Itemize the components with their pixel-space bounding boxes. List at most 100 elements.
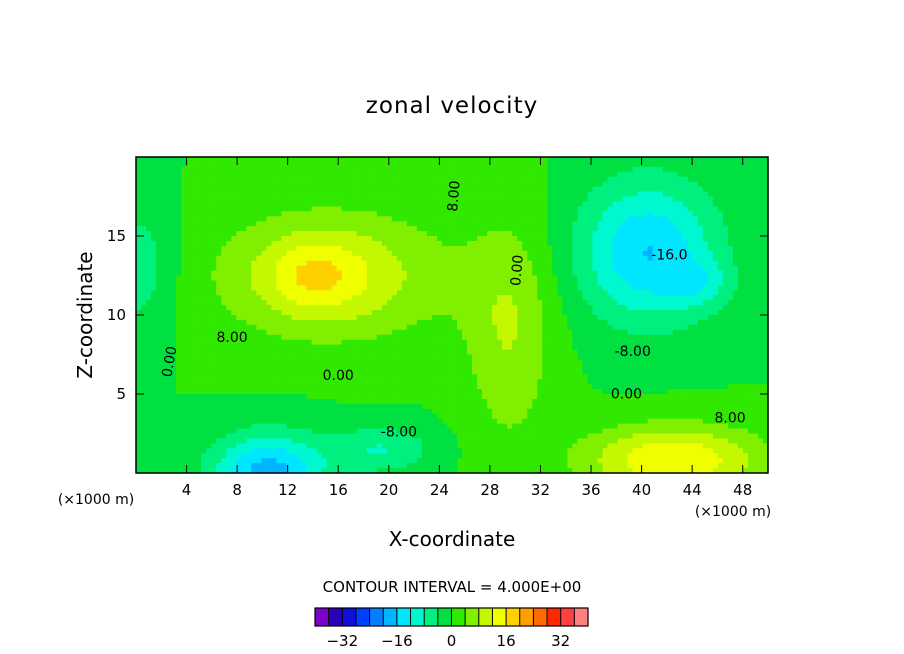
contour-cell (411, 433, 418, 440)
contour-cell (321, 344, 328, 351)
contour-cell (477, 374, 483, 380)
contour-cell (502, 201, 508, 207)
contour-cell (396, 280, 403, 286)
contour-cell (457, 245, 463, 252)
contour-cell (376, 171, 383, 178)
contour-cell (406, 423, 413, 430)
contour-cell (196, 319, 202, 326)
contour-cell (171, 231, 177, 237)
contour-cell (326, 255, 333, 262)
contour-cell (497, 206, 503, 212)
contour-cell (221, 240, 227, 247)
contour-cell (517, 295, 523, 301)
contour-cell (426, 428, 433, 435)
contour-cell (522, 468, 528, 474)
contour-cell (411, 280, 418, 286)
contour-cell (251, 250, 257, 257)
contour-cell (231, 231, 237, 237)
contour-cell (507, 339, 513, 346)
contour-cell (421, 216, 428, 222)
contour-cell (191, 389, 197, 395)
contour-cell (431, 468, 438, 474)
contour-cell (171, 245, 177, 252)
contour-cell (446, 413, 453, 420)
contour-cell (236, 166, 242, 173)
contour-cell (376, 458, 383, 464)
contour-cell (436, 389, 443, 395)
contour-cell (171, 339, 177, 346)
contour-cell (281, 329, 288, 336)
contour-cell (512, 240, 518, 247)
contour-cell (436, 245, 443, 252)
contour-cell (281, 280, 288, 286)
contour-cell (351, 216, 358, 222)
contour-cell (221, 231, 227, 237)
contour-cell (241, 275, 247, 282)
contour-cell (502, 379, 508, 385)
contour-cell (426, 364, 433, 370)
contour-cell (271, 295, 278, 301)
contour-cell (146, 290, 152, 296)
contour-cell (431, 359, 438, 365)
contour-cell (236, 157, 242, 163)
contour-cell (482, 403, 488, 410)
contour-cell (316, 329, 323, 336)
contour-cell (431, 275, 438, 282)
contour-cell (446, 231, 453, 237)
contour-cell (351, 270, 358, 277)
contour-cell (507, 171, 513, 178)
contour-cell (256, 428, 262, 435)
contour-cell (431, 300, 438, 306)
contour-cell (441, 245, 448, 252)
contour-cell (271, 468, 278, 474)
contour-cell (316, 334, 323, 341)
contour-cell (386, 433, 393, 440)
contour-cell (346, 438, 353, 444)
contour-cell (406, 265, 413, 272)
contour-cell (236, 201, 242, 207)
contour-cell (462, 226, 468, 232)
contour-cell (216, 374, 222, 380)
contour-cell (211, 379, 217, 385)
contour-cell (156, 216, 162, 222)
contour-cell (271, 384, 278, 390)
contour-cell (366, 206, 373, 212)
contour-cell (452, 389, 458, 395)
contour-cell (326, 280, 333, 286)
contour-cell (151, 408, 157, 415)
contour-cell (231, 364, 237, 370)
contour-cell (391, 339, 398, 346)
contour-cell (492, 280, 498, 286)
contour-cell (256, 418, 262, 425)
contour-cell (421, 369, 428, 375)
contour-cell (371, 423, 378, 430)
contour-cell (281, 250, 288, 257)
contour-cell (316, 369, 323, 375)
contour-cell (276, 408, 283, 415)
contour-cell (211, 374, 217, 380)
contour-cell (316, 324, 323, 331)
contour-cell (366, 305, 373, 311)
contour-cell (421, 270, 428, 277)
contour-cell (426, 433, 433, 440)
contour-cell (216, 329, 222, 336)
contour-cell (507, 310, 513, 316)
contour-cell (211, 324, 217, 331)
contour-cell (181, 319, 187, 326)
contour-cell (181, 176, 187, 183)
contour-cell (446, 359, 453, 365)
contour-cell (441, 275, 448, 282)
contour-cell (482, 349, 488, 356)
contour-cell (482, 186, 488, 193)
contour-cell (472, 418, 478, 425)
contour-cell (301, 161, 308, 168)
contour-cell (301, 458, 308, 464)
contour-cell (291, 468, 298, 474)
contour-cell (276, 468, 283, 474)
contour-cell (206, 359, 212, 365)
contour-cell (251, 379, 257, 385)
contour-cell (236, 418, 242, 425)
contour-cell (346, 196, 353, 203)
contour-cell (517, 339, 523, 346)
contour-cell (467, 413, 473, 420)
